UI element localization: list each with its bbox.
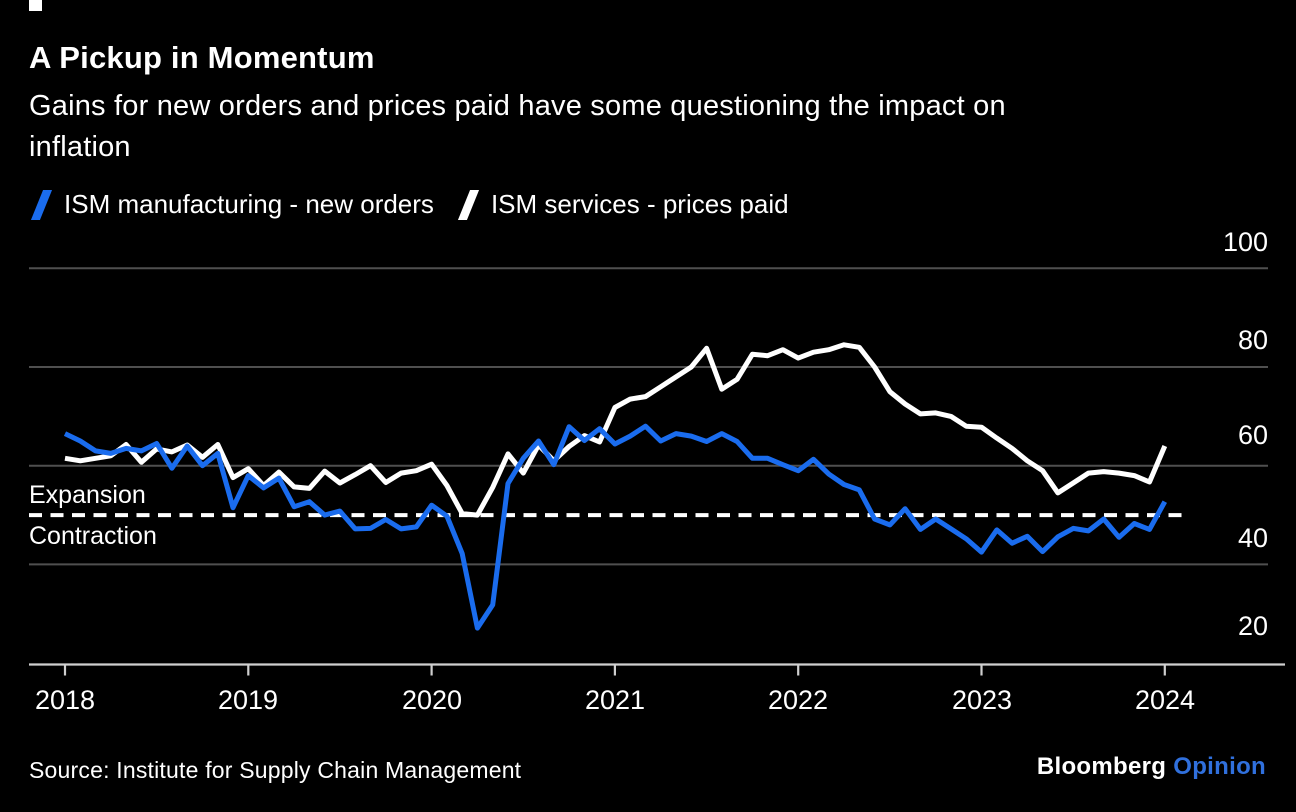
y-tick-label-80: 80 (1237, 325, 1268, 355)
legend-label-manufacturing: ISM manufacturing - new orders (64, 189, 434, 219)
y-tick-label-20: 20 (1237, 611, 1268, 641)
chart-subtitle-line1: Gains for new orders and prices paid hav… (29, 90, 1006, 122)
y-tick-label-60: 60 (1237, 420, 1268, 450)
x-tick-label-2020: 2020 (401, 685, 463, 715)
x-tick-label-2024: 2024 (1134, 685, 1196, 715)
bloomberg-wordmark: Bloomberg (1036, 753, 1167, 780)
bloomberg-logo: Bloomberg Opinion (1037, 753, 1266, 781)
chart-subtitle: Gains for new orders and prices paid hav… (29, 86, 1006, 168)
x-tick-label-2018: 2018 (34, 685, 96, 715)
legend: ISM manufacturing - new orders ISM servi… (29, 189, 789, 220)
series-line-ism-manufacturing-new-orders (63, 423, 1167, 631)
contraction-label: Contraction (29, 522, 157, 550)
x-tick-label-2021: 2021 (584, 685, 646, 715)
y-tick-label-100: 100 (1222, 227, 1268, 257)
opinion-wordmark: Opinion (1173, 753, 1266, 780)
expansion-label: Expansion (29, 481, 146, 509)
x-tick-label-2023: 2023 (951, 685, 1013, 715)
source-note: Source: Institute for Supply Chain Manag… (29, 757, 522, 783)
caret-artifact (29, 0, 42, 11)
x-tick-label-2022: 2022 (767, 685, 829, 715)
x-tick-label-2019: 2019 (217, 685, 279, 715)
chart-subtitle-line2: inflation (29, 131, 131, 163)
chart-title: A Pickup in Momentum (29, 40, 375, 75)
legend-label-services: ISM services - prices paid (490, 189, 789, 219)
series-line-ism-services-prices-paid (64, 342, 1168, 518)
y-tick-label-40: 40 (1237, 523, 1268, 553)
